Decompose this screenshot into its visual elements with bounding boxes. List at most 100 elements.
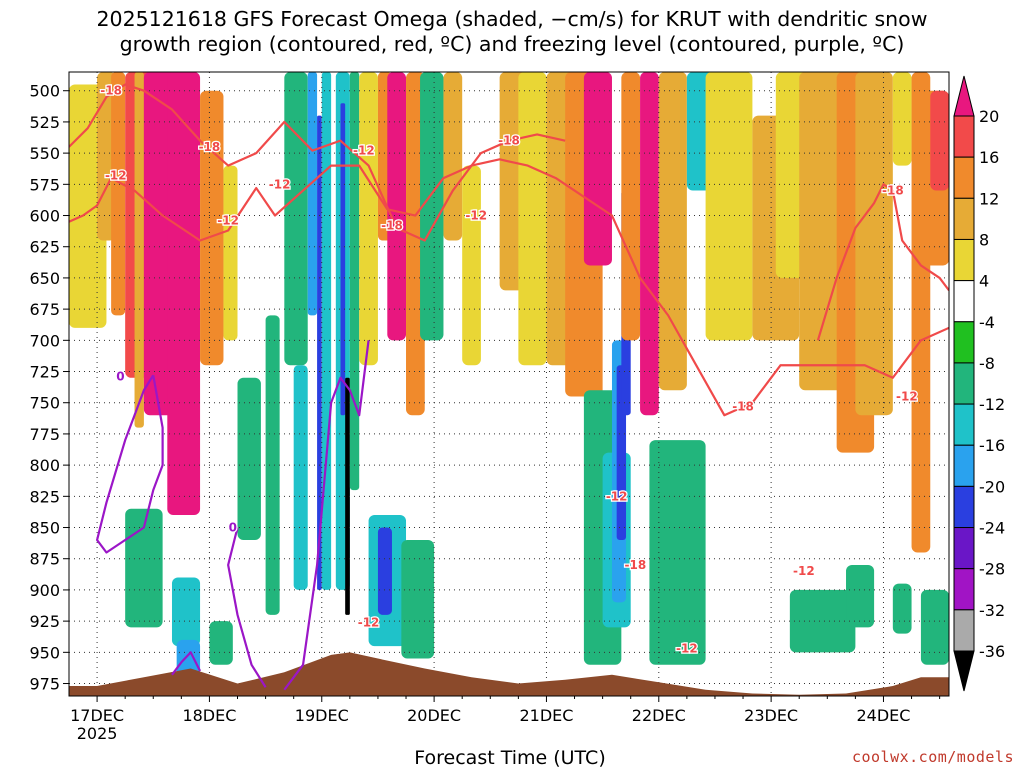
colorbar-top-arrow — [953, 75, 975, 117]
omega-shaded-region — [265, 315, 280, 615]
colorbar-bin — [953, 403, 975, 446]
colorbar-bottom-arrow — [953, 650, 975, 692]
gridlines — [69, 72, 949, 696]
omega-shaded-region — [345, 377, 350, 615]
colorbar-bin — [953, 280, 975, 323]
omega-shaded-region — [930, 90, 949, 191]
y-tick-label: 775 — [29, 425, 60, 444]
colorbar-bin — [953, 568, 975, 611]
omega-shaded-region — [209, 621, 233, 665]
omega-shaded-region — [855, 72, 893, 416]
colorbar-tick-label: -4 — [979, 313, 995, 332]
red-contour-line — [69, 83, 566, 242]
y-tick-label: 575 — [29, 175, 60, 194]
red-contour-label: -12 — [217, 214, 239, 228]
red-contour-label: -18 — [498, 134, 520, 148]
omega-shaded-region — [293, 365, 308, 590]
y-tick-label: 625 — [29, 238, 60, 257]
red-contour-label: -12 — [358, 615, 380, 629]
red-contour-label: -18 — [625, 558, 647, 572]
omega-shaded-region — [583, 72, 612, 266]
omega-shaded-region — [789, 589, 856, 653]
omega-shaded-region — [462, 165, 481, 366]
x-tick-label: 23DEC — [744, 706, 798, 725]
y-tick-label: 950 — [29, 643, 60, 662]
omega-shaded-region — [377, 527, 392, 615]
omega-shaded-region — [134, 72, 144, 428]
colorbar-tick-label: -12 — [979, 395, 1005, 414]
colorbar-bin — [953, 156, 975, 199]
purple-contour-line — [171, 651, 202, 676]
y-tick-label: 500 — [29, 82, 60, 101]
y-tick-label: 825 — [29, 487, 60, 506]
y-tick-label: 650 — [29, 269, 60, 288]
colorbar-tick-label: -32 — [979, 601, 1005, 620]
red-contour-label: -12 — [793, 564, 815, 578]
x-tick-label: 19DEC — [295, 706, 349, 725]
chart-title-line-2: growth region (contoured, red, ºC) and f… — [120, 32, 905, 56]
colorbar-bin — [953, 115, 975, 158]
colorbar-bin — [953, 362, 975, 405]
y-tick-label: 800 — [29, 456, 60, 475]
colorbar-tick-label: 20 — [979, 107, 999, 126]
omega-shaded-region — [171, 577, 201, 647]
colorbar-tick-label: 12 — [979, 189, 999, 208]
colorbar-bin — [953, 238, 975, 282]
red-contour-label: -12 — [606, 489, 628, 503]
colorbar-tick-label: -24 — [979, 519, 1005, 538]
x-tick-label: 24DEC — [856, 706, 910, 725]
y-tick-label: 750 — [29, 394, 60, 413]
x-tick-label: 20DEC — [407, 706, 461, 725]
colorbar-tick-label: -20 — [979, 477, 1005, 496]
x-axis-label: Forecast Time (UTC) — [414, 747, 605, 768]
omega-shaded-region — [401, 540, 435, 659]
omega-shaded-region — [167, 72, 201, 516]
red-contour-label: -18 — [381, 219, 403, 233]
red-contour-label: -12 — [896, 389, 918, 403]
y-axis: 500 525 550 575 600 625 650 675 700 725 750 775 800 8… — [29, 82, 69, 694]
red-contour-label: -18 — [882, 184, 904, 198]
colorbar-tick-label: -28 — [979, 560, 1005, 579]
omega-shaded-region — [321, 72, 332, 590]
omega-shaded-region — [705, 72, 753, 341]
x-tick-label: 22DEC — [632, 706, 686, 725]
omega-shaded-region — [518, 72, 547, 366]
y-tick-label: 550 — [29, 144, 60, 163]
colorbar-tick-label: 4 — [979, 272, 989, 291]
y-tick-label: 725 — [29, 363, 60, 382]
x-tick-label: 17DEC — [70, 706, 124, 725]
plot-area: -18 -18 -12 -12 -12 -12 -18 -18 -12 -12 -18 -12 -18 -… — [69, 72, 949, 696]
y-tick-label: 700 — [29, 331, 60, 350]
red-contour-label: -12 — [105, 169, 127, 183]
omega-shaded-region — [846, 564, 875, 628]
red-contour-label: -18 — [732, 399, 754, 413]
omega-shaded-region — [111, 72, 126, 316]
colorbar-tick-label: -16 — [979, 436, 1005, 455]
omega-shaded-region — [640, 72, 659, 416]
y-tick-label: 525 — [29, 113, 60, 132]
omega-shaded-region — [649, 440, 706, 665]
chart-title-line-1: 2025121618 GFS Forecast Omega (shaded, −… — [97, 7, 928, 31]
purple-contour-label: 0 — [229, 521, 237, 535]
omega-shaded-region — [340, 103, 346, 416]
colorbar-bin — [953, 527, 975, 570]
x-axis: 17DEC 18DEC 19DEC 20DEC 21DEC 22DEC 23DEC 24DEC… — [70, 696, 941, 743]
y-tick-label: 925 — [29, 612, 60, 631]
red-contour-label: -18 — [100, 84, 122, 98]
omega-shaded-region — [223, 165, 238, 341]
credit-text: coolwx.com/models — [852, 748, 1014, 766]
colorbar-bin — [953, 444, 975, 487]
purple-contour-line — [95, 374, 164, 554]
y-tick-label: 975 — [29, 675, 60, 694]
omega-shaded-region — [892, 72, 912, 166]
omega-shaded-region — [892, 583, 912, 634]
red-contour-line — [69, 158, 949, 417]
omega-shaded-region — [307, 72, 318, 316]
x-tick-label: 18DEC — [182, 706, 236, 725]
omega-shaded-region — [420, 72, 444, 341]
colorbar-bin — [953, 609, 975, 652]
red-contour-label: -12 — [465, 209, 487, 223]
omega-shaded-region — [359, 72, 378, 366]
red-contour-line — [816, 183, 949, 341]
x-tick-label: 21DEC — [519, 706, 573, 725]
